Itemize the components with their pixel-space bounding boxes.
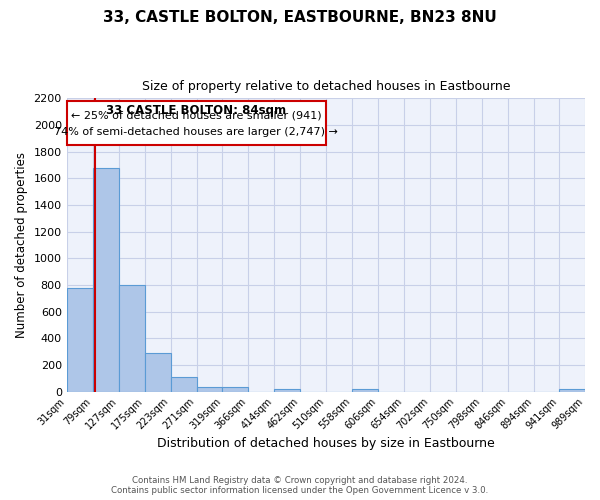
Bar	[119, 285, 145, 392]
Bar	[223, 387, 248, 392]
Y-axis label: Number of detached properties: Number of detached properties	[15, 152, 28, 338]
X-axis label: Distribution of detached houses by size in Eastbourne: Distribution of detached houses by size …	[157, 437, 495, 450]
Text: 33 CASTLE BOLTON: 84sqm: 33 CASTLE BOLTON: 84sqm	[106, 104, 286, 117]
Text: Contains HM Land Registry data © Crown copyright and database right 2024.
Contai: Contains HM Land Registry data © Crown c…	[112, 476, 488, 495]
Bar	[170, 377, 197, 392]
Title: Size of property relative to detached houses in Eastbourne: Size of property relative to detached ho…	[142, 80, 510, 93]
Text: ← 25% of detached houses are smaller (941): ← 25% of detached houses are smaller (94…	[71, 110, 322, 120]
Bar	[559, 389, 585, 392]
Bar	[352, 389, 378, 392]
Bar	[145, 353, 170, 392]
Bar	[274, 389, 300, 392]
Text: 33, CASTLE BOLTON, EASTBOURNE, BN23 8NU: 33, CASTLE BOLTON, EASTBOURNE, BN23 8NU	[103, 10, 497, 25]
Bar	[197, 387, 223, 392]
Text: 74% of semi-detached houses are larger (2,747) →: 74% of semi-detached houses are larger (…	[55, 127, 338, 137]
Bar	[67, 288, 92, 392]
Bar	[92, 168, 119, 392]
FancyBboxPatch shape	[67, 101, 326, 145]
